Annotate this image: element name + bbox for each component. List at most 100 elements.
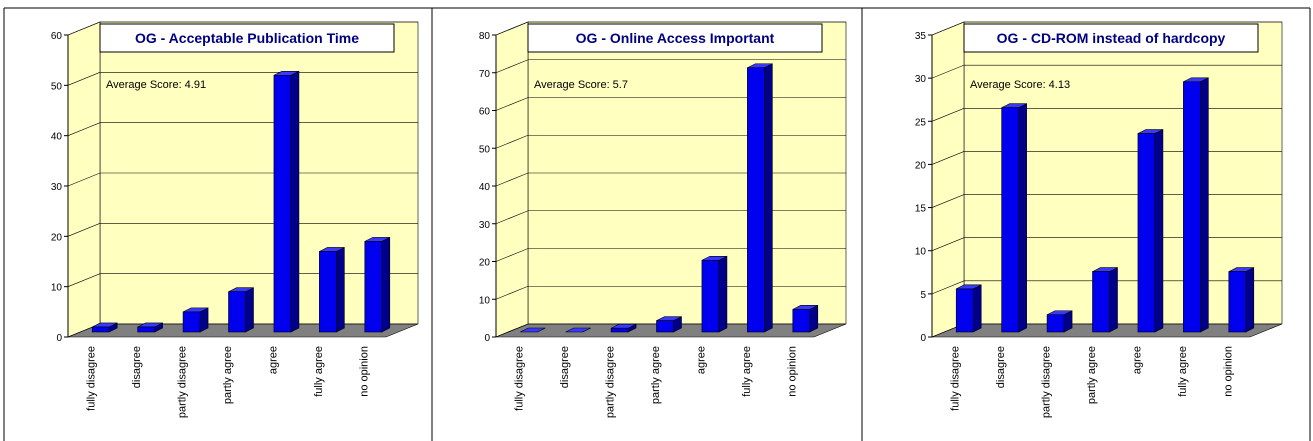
x-tick-label: agree	[1131, 346, 1143, 374]
grid-line	[931, 151, 1282, 165]
bar	[610, 327, 629, 333]
x-tick-label: disagree	[131, 346, 143, 388]
bar-side	[1018, 103, 1027, 333]
grid-line	[67, 273, 418, 287]
x-tick-label: disagree	[995, 346, 1007, 388]
chart: 0 10 20 30 40 50 60 70 80 fully disagree disagree p…	[479, 21, 847, 418]
y-tick-label: 0	[920, 333, 926, 344]
title-box	[963, 23, 1259, 53]
bar	[1183, 81, 1201, 333]
y-tick-label: 40	[51, 132, 63, 143]
bar	[1092, 271, 1110, 333]
bar-side	[809, 304, 819, 333]
bar	[747, 67, 765, 333]
grid-line	[931, 107, 1282, 122]
x-tick-label: agree	[267, 346, 279, 374]
y-tick-label: 0	[56, 333, 62, 344]
grid-line	[931, 21, 1282, 36]
x-tick-label: no opinion	[786, 346, 798, 397]
bar	[319, 251, 337, 333]
y-tick-label: 35	[915, 31, 927, 42]
chart-title: OG - Acceptable Publication Time	[135, 30, 359, 46]
y-tick-label: 30	[51, 182, 63, 193]
x-tick-label: partly agree	[222, 346, 234, 404]
bar-side	[381, 236, 391, 333]
y-tick-label: 40	[479, 182, 491, 193]
grid-line	[495, 21, 846, 36]
grid-line	[67, 122, 418, 136]
bar-side	[1200, 77, 1209, 333]
bar-side	[972, 284, 982, 333]
grid-line	[495, 59, 846, 74]
x-tick-label: fully disagree	[514, 346, 526, 411]
y-tick-label: 70	[479, 69, 491, 80]
grid-line	[495, 248, 846, 262]
bar	[701, 259, 720, 333]
bar	[137, 326, 155, 333]
bar-side	[290, 70, 300, 333]
bar-side	[245, 287, 254, 333]
y-tick-label: 10	[915, 247, 927, 258]
x-tick-label: partly disagree	[177, 346, 189, 418]
x-tick-label: agree	[695, 346, 707, 374]
x-tick-label: fully agree	[313, 346, 325, 397]
y-tick-label: 20	[915, 160, 927, 171]
chart-title: OG - Online Access Important	[576, 30, 775, 46]
grid-line	[931, 237, 1282, 251]
bar-side	[718, 255, 728, 333]
grid-line	[67, 21, 418, 36]
bar-side	[1109, 267, 1118, 333]
bar-top	[520, 327, 546, 333]
bar	[273, 75, 292, 333]
grid-line	[495, 134, 846, 149]
y-tick-label: 30	[915, 74, 927, 85]
title-box	[99, 23, 395, 53]
chart: 0 10 20 30 40 50 60 fully disagree disagree partl…	[51, 21, 419, 418]
chart-title: OG - CD-ROM instead of hardcopy	[997, 30, 1226, 46]
chart: 0 5 10 15 20 25 30 35 fully disagree disagree part…	[915, 21, 1283, 418]
x-tick-label: disagree	[559, 346, 571, 388]
y-tick-label: 20	[479, 258, 491, 269]
bar-side	[1154, 129, 1164, 333]
y-tick-label: 20	[51, 232, 63, 243]
x-tick-label: no opinion	[358, 346, 370, 397]
bar	[656, 320, 674, 333]
title-box	[527, 23, 823, 53]
x-tick-label: partly disagree	[605, 346, 617, 418]
grid-line	[495, 285, 846, 300]
annotation: Average Score: 5.7	[534, 79, 628, 91]
x-tick-label: fully agree	[1177, 346, 1189, 397]
y-tick-label: 30	[479, 220, 491, 231]
bar-side	[764, 63, 773, 333]
bar	[182, 311, 201, 333]
bar-top	[565, 327, 591, 333]
y-tick-label: 10	[479, 295, 491, 306]
annotation: Average Score: 4.91	[106, 79, 206, 91]
bar	[792, 309, 811, 333]
y-tick-label: 10	[51, 283, 63, 294]
grid-line	[495, 97, 846, 111]
y-tick-label: 0	[484, 333, 490, 344]
grid-line	[495, 323, 846, 338]
bar	[364, 241, 383, 333]
x-tick-label: partly agree	[1086, 346, 1098, 404]
y-tick-label: 25	[915, 117, 927, 128]
x-tick-label: partly disagree	[1041, 346, 1053, 418]
bar	[1001, 107, 1019, 333]
y-tick-label: 15	[915, 204, 927, 215]
x-tick-label: fully disagree	[950, 346, 962, 411]
y-tick-label: 80	[479, 31, 491, 42]
x-tick-label: fully agree	[741, 346, 753, 397]
x-tick-label: fully disagree	[86, 346, 98, 411]
bar-side	[336, 246, 345, 333]
x-tick-label: partly agree	[650, 346, 662, 404]
y-tick-label: 5	[920, 290, 926, 301]
bar-side	[1245, 267, 1255, 333]
bar	[1228, 271, 1247, 333]
grid-line	[495, 172, 846, 187]
grid-line	[931, 64, 1282, 79]
y-tick-label: 50	[51, 81, 63, 92]
y-tick-label: 50	[479, 144, 491, 155]
annotation: Average Score: 4.13	[970, 79, 1070, 91]
